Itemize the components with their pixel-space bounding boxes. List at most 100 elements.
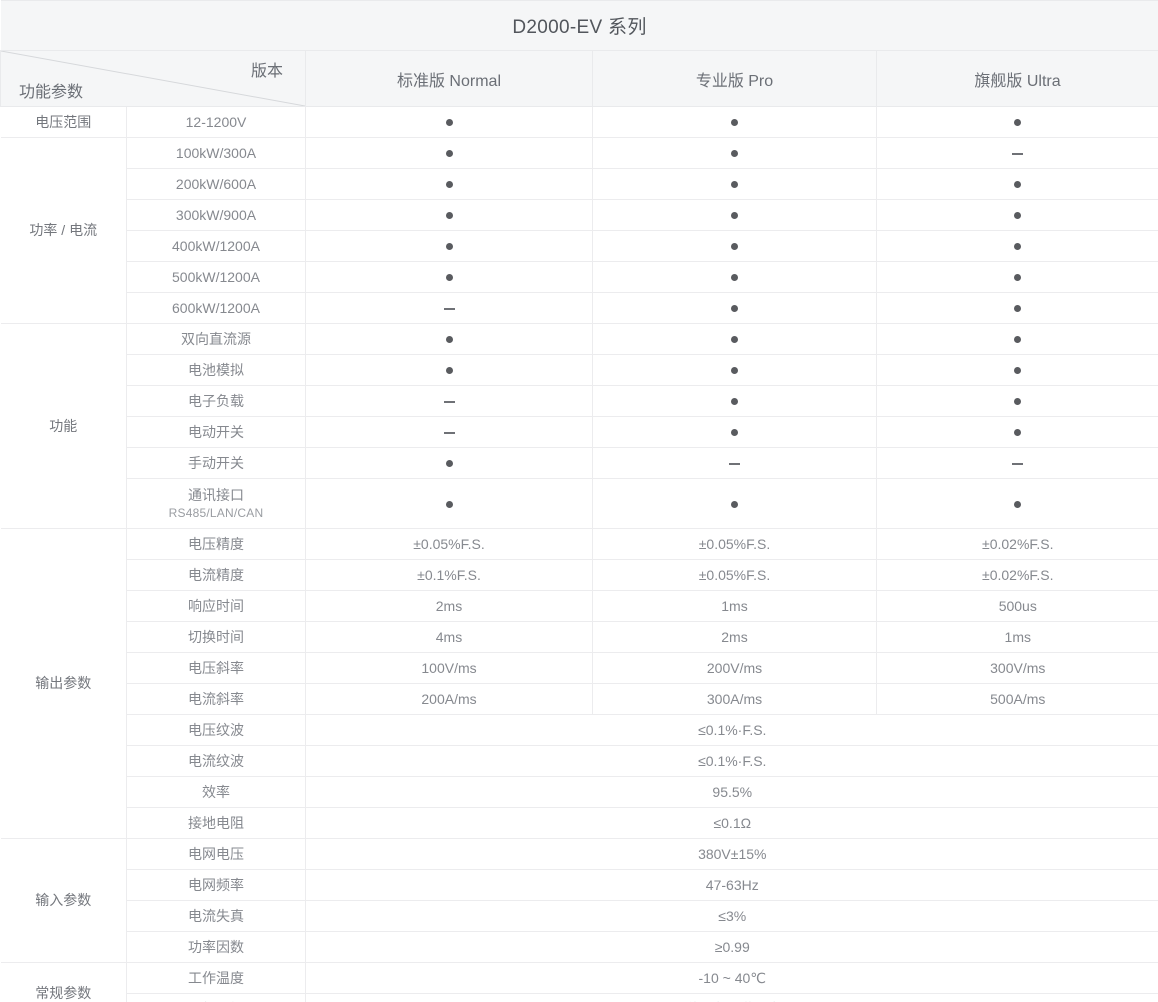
table-row: 功率 / 电流 100kW/300A bbox=[0, 137, 1158, 324]
supported-dot-icon bbox=[445, 119, 453, 127]
value-cell-pro bbox=[592, 261, 877, 293]
parameter-label: 功率因数 bbox=[188, 938, 244, 955]
page-title: D2000-EV 系列 bbox=[0, 0, 1158, 51]
parameter-label: 电网频率 bbox=[188, 876, 244, 893]
parameter-label: 电池模拟 bbox=[188, 361, 244, 378]
parameter-label: 500kW/1200A bbox=[172, 268, 260, 285]
column-header-row: 版本 功能参数 标准版 Normal 专业版 Pro 旗舰版 Ultra bbox=[0, 50, 1158, 107]
value-text: 300V/ms bbox=[990, 659, 1046, 676]
parameter-name-cell: 双向直流源 bbox=[126, 323, 306, 355]
parameter-label: 电压精度 bbox=[188, 535, 244, 552]
parameter-name-cell: 接地电阻 bbox=[126, 807, 306, 839]
value-text: 1ms bbox=[721, 597, 748, 614]
table-header: D2000-EV 系列 版本 功能参数 标准版 Normal 专业版 Pro 旗… bbox=[0, 0, 1158, 107]
supported-dot-icon bbox=[731, 119, 738, 127]
table-row: 400kW/1200A bbox=[1, 230, 1158, 262]
not-supported-dash-icon bbox=[1012, 462, 1024, 465]
parameter-label: 电流纹波 bbox=[188, 752, 244, 769]
supported-dot-icon bbox=[731, 367, 738, 375]
value-cell-ultra bbox=[876, 261, 1158, 293]
supported-dot-icon bbox=[445, 460, 453, 468]
value-cell-ultra bbox=[876, 385, 1158, 417]
table-row: 电网频率 47-63Hz bbox=[1, 869, 1158, 901]
value-cell-ultra bbox=[876, 292, 1158, 324]
value-cell-pro: ±0.05%F.S. bbox=[592, 559, 877, 591]
parameter-name-cell: 工作温度 bbox=[126, 962, 306, 994]
value-cell-pro: 1ms bbox=[592, 590, 877, 622]
value-cell-pro: 2ms bbox=[592, 621, 877, 653]
not-supported-dash-icon bbox=[729, 462, 740, 465]
value-text: 2ms bbox=[435, 597, 463, 614]
table-row: 效率 95.5% bbox=[1, 776, 1158, 808]
value-cell-normal bbox=[305, 168, 593, 200]
value-cell-pro bbox=[592, 416, 877, 448]
parameter-label: 尺寸 / 重量 bbox=[182, 1001, 250, 1002]
value-cell-pro bbox=[592, 354, 877, 386]
value-cell-normal bbox=[305, 447, 593, 479]
table-row: 常规参数 工作温度 -10 ~ 40℃ bbox=[0, 962, 1158, 1002]
parameter-name-cell: 尺寸 / 重量 bbox=[126, 993, 306, 1002]
merged-value-cell: ≤0.1Ω bbox=[305, 807, 1158, 839]
table-row: 响应时间 2ms 1ms 500us bbox=[1, 590, 1158, 622]
group-label-cell: 电压范围 bbox=[0, 106, 127, 138]
supported-dot-icon bbox=[445, 500, 453, 508]
parameter-label: 电压斜率 bbox=[188, 659, 244, 676]
parameter-label: 200kW/600A bbox=[175, 175, 257, 192]
value-cell-normal bbox=[305, 478, 593, 529]
parameter-name-cell: 响应时间 bbox=[126, 590, 306, 622]
column-header-pro: 专业版 Pro bbox=[592, 50, 877, 107]
merged-value-cell: 47-63Hz bbox=[305, 869, 1158, 901]
parameter-name-cell: 500kW/1200A bbox=[126, 261, 306, 293]
parameter-name-cell: 手动开关 bbox=[126, 447, 306, 479]
table-row: 200kW/600A bbox=[1, 168, 1158, 200]
value-cell-pro bbox=[592, 106, 877, 138]
parameter-name-cell: 电压斜率 bbox=[126, 652, 306, 684]
table-row: 电流斜率 200A/ms 300A/ms 500A/ms bbox=[1, 683, 1158, 715]
table-row: 通讯接口 RS485/LAN/CAN bbox=[1, 478, 1158, 529]
value-cell-normal bbox=[305, 137, 593, 169]
value-cell-ultra bbox=[876, 137, 1158, 169]
value-cell-normal bbox=[305, 323, 593, 355]
supported-dot-icon bbox=[1014, 305, 1022, 313]
value-cell-ultra: 300V/ms bbox=[876, 652, 1158, 684]
parameter-label: 600kW/1200A bbox=[172, 299, 260, 316]
table-row: 接地电阻 ≤0.1Ω bbox=[1, 807, 1158, 839]
value-cell-normal bbox=[305, 230, 593, 262]
table-row: 300kW/900A bbox=[1, 199, 1158, 231]
parameter-name-cell: 电网电压 bbox=[126, 838, 306, 870]
value-cell-normal: 100V/ms bbox=[305, 652, 593, 684]
parameter-label: 300kW/900A bbox=[175, 206, 257, 223]
parameter-label: 电流精度 bbox=[188, 566, 244, 583]
parameter-name-cell: 效率 bbox=[126, 776, 306, 808]
parameter-label: 效率 bbox=[202, 783, 230, 800]
value-text: 500us bbox=[998, 597, 1037, 614]
group-label-cell: 功率 / 电流 bbox=[0, 137, 127, 324]
group-label-cell: 常规参数 bbox=[0, 962, 127, 1002]
value-text: ±0.05%F.S. bbox=[413, 535, 485, 552]
value-cell-normal: 200A/ms bbox=[305, 683, 593, 715]
value-cell-pro bbox=[592, 137, 877, 169]
supported-dot-icon bbox=[731, 398, 738, 406]
table-row: 电流失真 ≤3% bbox=[1, 900, 1158, 932]
parameter-label: 电压纹波 bbox=[188, 721, 244, 738]
supported-dot-icon bbox=[445, 243, 453, 251]
table-row: 功率因数 ≥0.99 bbox=[1, 931, 1158, 963]
value-cell-ultra bbox=[876, 168, 1158, 200]
value-cell-normal: ±0.1%F.S. bbox=[305, 559, 593, 591]
supported-dot-icon bbox=[445, 336, 453, 344]
value-text: 1ms bbox=[1004, 628, 1031, 645]
value-text: 4ms bbox=[435, 628, 463, 645]
parameter-name-cell: 100kW/300A bbox=[126, 137, 306, 169]
value-cell-ultra bbox=[876, 478, 1158, 529]
parameter-name-cell: 电压纹波 bbox=[126, 714, 306, 746]
value-cell-pro: 300A/ms bbox=[592, 683, 877, 715]
supported-dot-icon bbox=[1014, 274, 1022, 282]
supported-dot-icon bbox=[445, 212, 453, 220]
value-text: 500A/ms bbox=[990, 690, 1046, 707]
value-cell-ultra: 1ms bbox=[876, 621, 1158, 653]
supported-dot-icon bbox=[731, 243, 738, 251]
supported-dot-icon bbox=[731, 181, 738, 189]
value-cell-ultra bbox=[876, 230, 1158, 262]
supported-dot-icon bbox=[1014, 243, 1022, 251]
